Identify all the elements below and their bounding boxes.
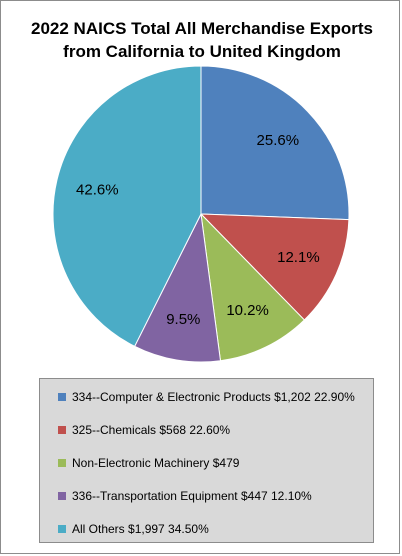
pie-slice-3 xyxy=(133,212,222,363)
legend-item-2: Non-Electronic Machinery $479 xyxy=(58,455,239,471)
legend-label-3: 336--Transportation Equipment $447 12.10… xyxy=(72,489,312,503)
pie-data-label-0: 25.6% xyxy=(257,132,300,149)
pie-slice-4 xyxy=(52,65,202,347)
legend-swatch-0 xyxy=(58,393,66,401)
pie-slice-2 xyxy=(200,212,306,362)
legend-label-2: Non-Electronic Machinery $479 xyxy=(72,456,240,470)
pie-data-label-4: 42.6% xyxy=(76,181,119,198)
chart-title: 2022 NAICS Total All Merchandise Exports… xyxy=(11,17,393,63)
legend-label-0: 334--Computer & Electronic Products $1,2… xyxy=(72,390,355,404)
legend-item-0: 334--Computer & Electronic Products $1,2… xyxy=(58,389,355,405)
legend-label-4: All Others $1,997 34.50% xyxy=(72,522,209,536)
chart-legend: 334--Computer & Electronic Products $1,2… xyxy=(39,378,374,543)
legend-swatch-2 xyxy=(58,459,66,467)
legend-swatch-3 xyxy=(58,492,66,500)
legend-swatch-4 xyxy=(58,525,66,533)
legend-label-1: 325--Chemicals $568 22.60% xyxy=(72,423,231,437)
pie-chart: 25.6% 12.1% 10.2% 9.5% 42.6% xyxy=(52,65,350,363)
chart-title-line-2: from California to United Kingdom xyxy=(63,42,341,61)
chart-title-line-1: 2022 NAICS Total All Merchandise Exports xyxy=(31,19,373,38)
pie-slice-1 xyxy=(199,213,350,321)
pie-data-label-1: 12.1% xyxy=(277,249,320,266)
pie-data-label-2: 10.2% xyxy=(226,302,269,319)
legend-item-1: 325--Chemicals $568 22.60% xyxy=(58,422,230,438)
pie-data-label-3: 9.5% xyxy=(166,311,200,328)
legend-item-4: All Others $1,997 34.50% xyxy=(58,521,209,537)
legend-item-3: 336--Transportation Equipment $447 12.10… xyxy=(58,488,312,504)
legend-swatch-1 xyxy=(58,426,66,434)
pie-slice-0 xyxy=(200,65,350,221)
